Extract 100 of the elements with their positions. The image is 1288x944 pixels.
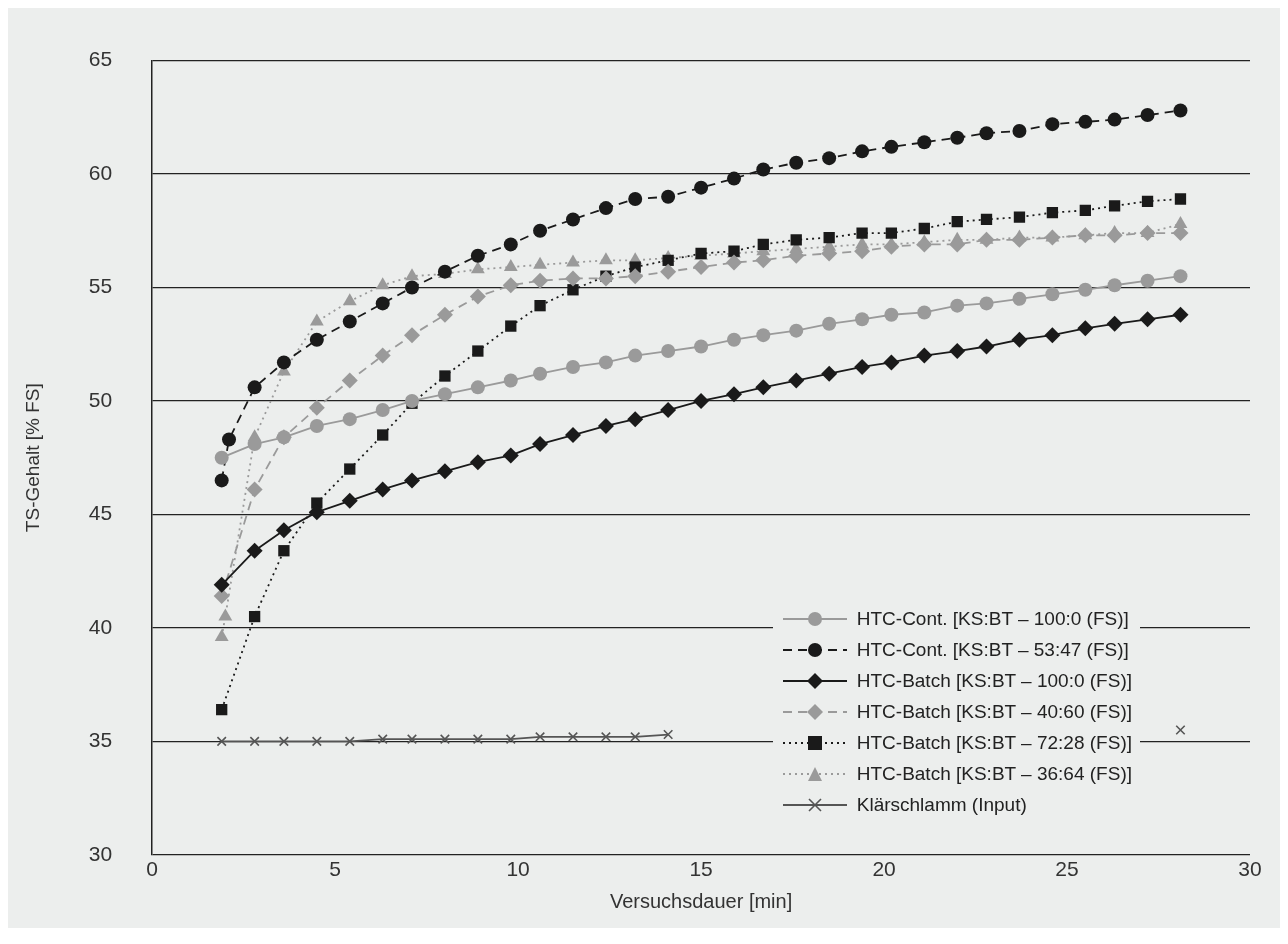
point [216,736,227,747]
y-tick-label: 30 [88,841,113,865]
point [1174,193,1187,205]
y-tick-label: 35 [88,728,113,752]
point [789,323,804,338]
x-tick-label: 0 [146,857,158,881]
point [1108,200,1121,212]
point [950,298,965,313]
point [532,272,549,289]
point [535,731,546,742]
point [533,223,548,238]
point [1173,269,1188,284]
point [789,155,804,170]
point [505,320,517,332]
point [503,373,518,388]
point [276,355,291,370]
point [1044,327,1061,344]
point [790,234,802,246]
point [533,366,548,381]
point [884,307,899,322]
point [1044,229,1061,246]
point [403,472,420,489]
point [950,130,965,145]
point [341,372,358,389]
point [694,339,709,354]
point [756,328,771,343]
x-axis-title: Versuchsdauer [min] [609,889,793,912]
point [1078,282,1093,297]
point [978,231,995,248]
point [406,734,418,745]
point [565,270,581,287]
point [566,212,580,227]
point [470,248,485,263]
point [567,284,579,296]
point [214,473,229,488]
point [660,402,677,419]
point [567,731,579,742]
point [1012,123,1027,138]
point [344,736,355,747]
point [375,403,390,418]
point [1172,306,1189,323]
point [597,417,614,434]
point [823,231,835,244]
point [980,213,993,226]
point [1107,278,1122,293]
point [755,379,772,396]
point [628,348,643,363]
point [534,300,546,312]
legend-label: HTC-Batch [KS:BT – 36:64 (FS)] [856,763,1132,786]
point [436,306,453,323]
point [246,481,263,498]
y-axis-title: TS-Gehalt [% FS] [21,383,43,533]
point [374,347,391,364]
x-tick-label: 10 [506,857,530,881]
point [247,380,262,395]
point [693,259,710,276]
point [822,316,837,331]
point [1045,117,1060,132]
point [404,280,419,295]
point [439,370,451,382]
point [1141,195,1154,207]
point [627,268,644,285]
point [661,344,676,359]
point [727,332,742,347]
legend-label: HTC-Cont. [KS:BT – 53:47 (FS)] [856,639,1129,662]
point [693,392,710,409]
point [951,216,963,228]
legend-label: HTC-Batch [KS:BT – 100:0 (FS)] [856,670,1132,693]
point [599,252,613,265]
point [597,270,614,287]
point [598,201,613,216]
point [727,171,742,186]
point [566,254,580,267]
point [1045,287,1060,302]
point [309,313,324,326]
point [469,454,486,471]
point [532,436,549,453]
point [342,412,357,427]
point [917,135,932,150]
y-tick-label: 60 [88,160,113,184]
point [917,305,932,320]
point [278,736,289,747]
point [1106,315,1123,332]
point [660,263,677,280]
point [661,189,676,204]
point [374,481,391,498]
point [1079,204,1091,217]
point [1077,320,1094,337]
point [222,432,237,447]
point [470,261,485,274]
legend-label: Klärschlamm (Input) [856,794,1027,817]
point [216,703,228,716]
point [248,610,261,623]
point [757,238,769,251]
y-tick-label: 55 [88,274,113,298]
point [249,736,260,747]
point [1139,311,1156,328]
legend-label: HTC-Batch [KS:BT – 40:60 (FS)] [856,701,1132,724]
point [662,254,674,266]
point [308,399,325,416]
